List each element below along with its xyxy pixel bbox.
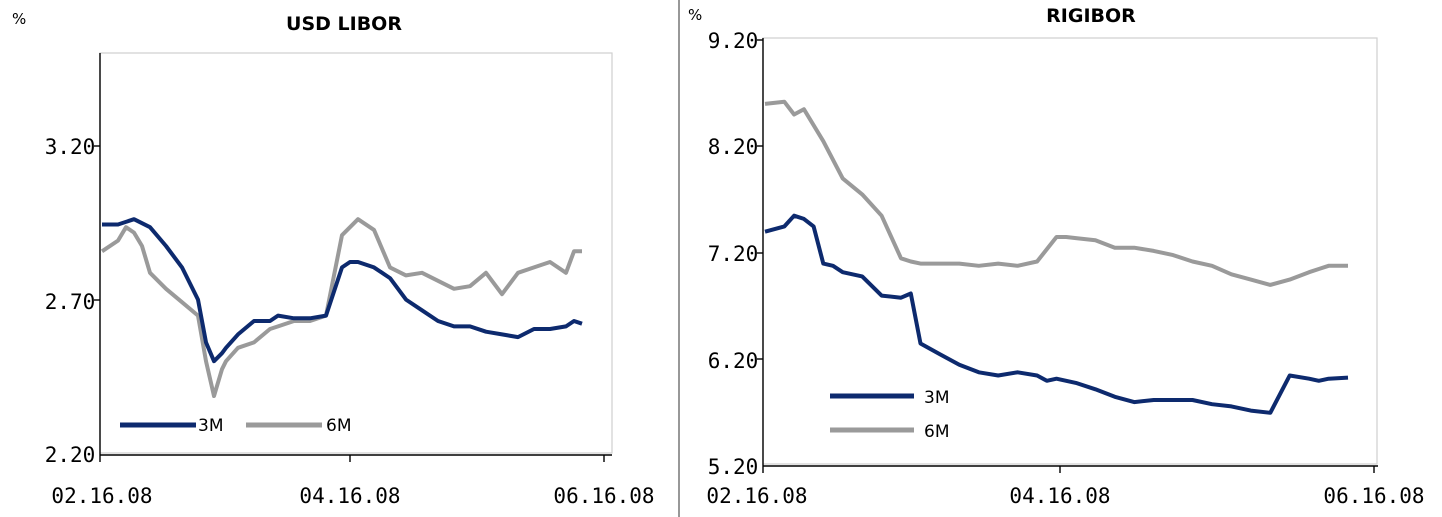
rigibor-chart: RIGIBOR % 9.20 8.20 7.20 6.20 5.20 02.16… — [688, 5, 1425, 508]
x-tick-label: 02.16.08 — [706, 484, 807, 508]
usd-libor-chart: USD LIBOR % 3.20 2.70 2.20 02.16.08 04.1… — [12, 10, 655, 508]
y-tick-label: 9.20 — [708, 29, 759, 53]
series-line-3m — [764, 213, 1349, 415]
series-lines — [764, 99, 1349, 415]
chart-title: RIGIBOR — [1046, 5, 1136, 27]
plot-frame — [762, 37, 1378, 465]
y-tick-label: 2.70 — [45, 290, 96, 314]
y-tick-label: 6.20 — [708, 349, 759, 373]
x-tick-label: 02.16.08 — [51, 484, 152, 508]
y-tick-label: 5.20 — [708, 455, 759, 479]
x-tick-label: 04.16.08 — [1009, 484, 1110, 508]
x-tick-label: 06.16.08 — [1323, 484, 1424, 508]
y-unit-label: % — [12, 10, 26, 28]
y-tick-label: 3.20 — [45, 135, 96, 159]
series-line-6m — [764, 99, 1348, 287]
legend-label-6m: 6M — [924, 422, 949, 442]
x-tick-label: 06.16.08 — [553, 484, 654, 508]
series-lines — [100, 217, 583, 398]
legend-label-6m: 6M — [326, 416, 351, 436]
plot-frame — [99, 52, 613, 454]
y-tick-label: 8.20 — [708, 135, 759, 159]
x-tick-label: 04.16.08 — [299, 484, 400, 508]
series-line-3m — [102, 217, 583, 364]
legend-label-3m: 3M — [198, 416, 223, 436]
y-tick-label: 7.20 — [708, 242, 759, 266]
chart-title: USD LIBOR — [286, 13, 402, 35]
y-tick-label: 2.20 — [45, 443, 96, 467]
y-unit-label: % — [688, 6, 702, 24]
series-line-6m — [100, 217, 582, 398]
legend-label-3m: 3M — [924, 388, 949, 408]
